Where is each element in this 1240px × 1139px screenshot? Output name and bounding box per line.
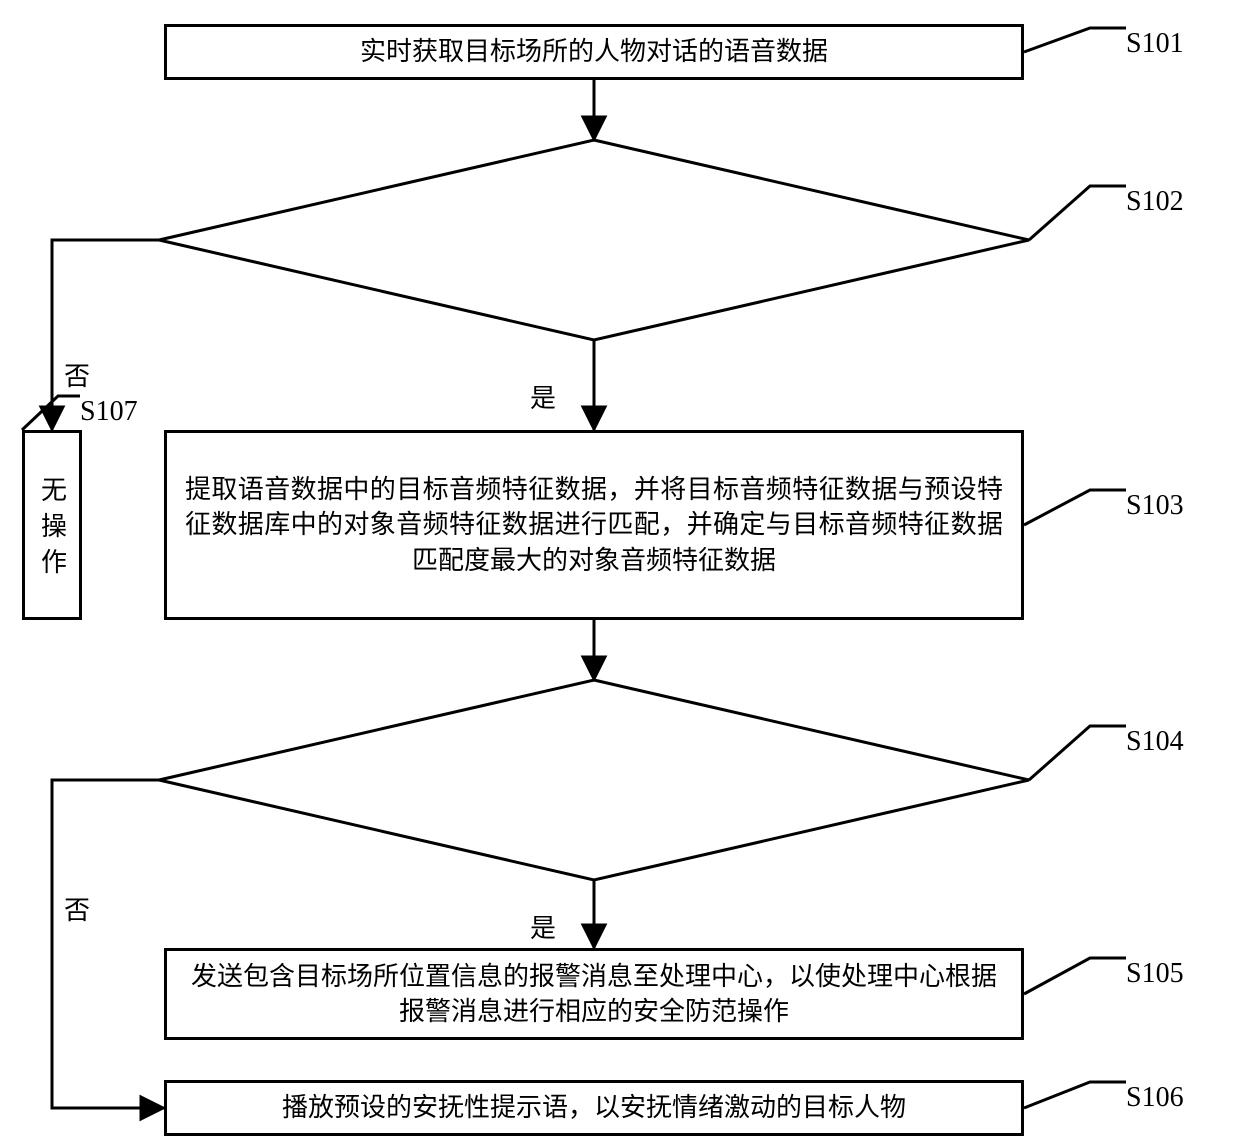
node-s102-text: 识别语音数据中的语言内容， 并判断语言内容包含的词汇与预设词汇数据库中存储的 过…	[159, 190, 1029, 290]
s104-line1: 判断匹配度最大的对象	[159, 730, 1029, 765]
edge-s102-no-label: 否	[64, 356, 90, 393]
label-s103: S103	[1126, 490, 1184, 522]
node-s106: 播放预设的安抚性提示语，以安抚情绪激动的目标人物	[164, 1080, 1024, 1136]
s102-line3: 过激性词汇是否一致	[159, 260, 1029, 295]
node-s104-text: 判断匹配度最大的对象 音频特征数据对应的情绪标识值是否超出预设的 安全阈值	[159, 730, 1029, 830]
node-s107-text: 无操作	[34, 476, 69, 584]
leader-s102	[1029, 186, 1126, 240]
s104-line2: 音频特征数据对应的情绪标识值是否超出预设的	[159, 765, 1029, 800]
label-s101: S101	[1126, 28, 1184, 60]
node-s101-text: 实时获取目标场所的人物对话的语音数据	[360, 34, 828, 69]
node-s106-text: 播放预设的安抚性提示语，以安抚情绪激动的目标人物	[282, 1090, 906, 1125]
leader-s106	[1024, 1082, 1126, 1108]
leader-s104	[1029, 726, 1126, 780]
leader-s107	[22, 396, 80, 430]
leader-s103	[1024, 490, 1126, 525]
node-s103: 提取语音数据中的目标音频特征数据，并将目标音频特征数据与预设特征数据库中的对象音…	[164, 430, 1024, 620]
node-s103-text: 提取语音数据中的目标音频特征数据，并将目标音频特征数据与预设特征数据库中的对象音…	[185, 472, 1003, 577]
edge-s104-yes-label: 是	[530, 908, 556, 945]
node-s105: 发送包含目标场所位置信息的报警消息至处理中心，以使处理中心根据报警消息进行相应的…	[164, 948, 1024, 1040]
edge-e4-no	[52, 780, 164, 1108]
s102-line2: 并判断语言内容包含的词汇与预设词汇数据库中存储的	[159, 225, 1029, 260]
label-s107: S107	[80, 396, 138, 428]
edge-s104-no-label: 否	[64, 890, 90, 927]
leader-s105	[1024, 958, 1126, 994]
s104-line3: 安全阈值	[159, 800, 1029, 835]
flowchart-canvas: 实时获取目标场所的人物对话的语音数据 S101 识别语音数据中的语言内容， 并判…	[0, 0, 1240, 1139]
node-s107: 无操作	[22, 430, 82, 620]
node-s101: 实时获取目标场所的人物对话的语音数据	[164, 24, 1024, 80]
node-s105-text: 发送包含目标场所位置信息的报警消息至处理中心，以使处理中心根据报警消息进行相应的…	[185, 959, 1003, 1029]
s102-line1: 识别语音数据中的语言内容，	[159, 190, 1029, 225]
label-s105: S105	[1126, 958, 1184, 990]
label-s102: S102	[1126, 186, 1184, 218]
label-s104: S104	[1126, 726, 1184, 758]
edge-s102-yes-label: 是	[530, 378, 556, 415]
leader-s101	[1024, 28, 1126, 52]
label-s106: S106	[1126, 1082, 1184, 1114]
